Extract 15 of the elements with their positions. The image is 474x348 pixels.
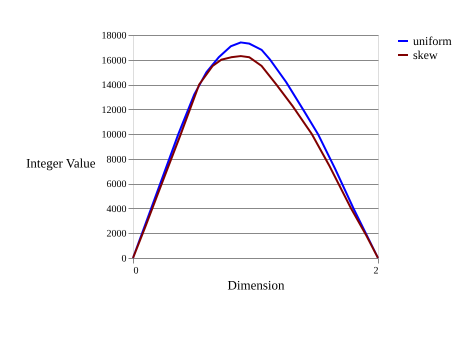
y-tick-label: 18000 — [102, 30, 126, 42]
y-tick-label: 2000 — [106, 228, 126, 240]
y-tick-label: 14000 — [102, 80, 126, 92]
x-axis-title: Dimension — [227, 278, 286, 292]
y-tick-label: 0 — [122, 254, 126, 264]
legend-label: skew — [413, 48, 438, 62]
x-tick-label: 2 — [374, 266, 378, 276]
y-tick-label: 4000 — [106, 204, 126, 215]
y-tick-label: 16000 — [102, 55, 126, 66]
y-tick-label: 6000 — [106, 179, 126, 190]
y-tick-label: 10000 — [102, 130, 126, 141]
y-tick-label: 12000 — [102, 104, 126, 116]
y-tick-label: 8000 — [106, 154, 126, 166]
y-axis-title: Integer Value — [26, 156, 96, 170]
legend-label: uniform — [413, 34, 452, 48]
